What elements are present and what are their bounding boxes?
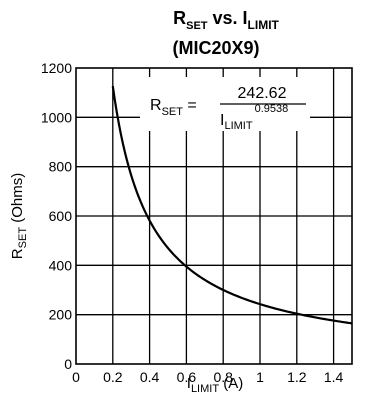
equation-den-i: I: [220, 112, 224, 129]
equation-lhs-sub: SET: [162, 106, 184, 118]
y-tick-label: 400: [49, 257, 73, 273]
title-r: R: [173, 8, 186, 28]
x-axis-label-i: I: [187, 375, 191, 392]
y-axis-label-sub: SET: [17, 227, 29, 249]
equation-equals: =: [183, 97, 197, 114]
equation-annotation: RSET = 242.62 ILIMIT0.9538: [150, 85, 306, 132]
x-tick-label: 0.6: [177, 369, 197, 385]
x-tick-label: 0: [72, 369, 80, 385]
title-i-sub: LIMIT: [248, 18, 280, 32]
equation-den-sub: LIMIT: [224, 120, 252, 132]
equation-numerator: 242.62: [238, 85, 287, 102]
equation-den-exp: 0.9538: [255, 103, 289, 115]
y-tick-label: 0: [64, 356, 72, 372]
chart-title-line1: RSET vs. ILIMIT: [173, 8, 279, 32]
title-r-sub: SET: [186, 20, 208, 32]
x-tick-label: 0.4: [140, 369, 160, 385]
y-tick-label: 600: [49, 208, 73, 224]
plot-frame: [75, 67, 353, 365]
y-axis-label: RSET (Ohms): [9, 173, 29, 259]
x-tick-labels: 0 0.2 0.4 0.6 0.8 1 1.2 1.4: [72, 369, 343, 385]
equation-denominator: ILIMIT0.9538: [220, 103, 288, 132]
x-tick-label: 0.2: [103, 369, 123, 385]
x-tick-label: 1: [256, 369, 264, 385]
x-axis-label-tail: (A): [219, 375, 243, 392]
y-axis-label-tail: (Ohms): [9, 173, 26, 227]
y-tick-label: 800: [49, 159, 73, 175]
equation-lhs-r: R: [150, 97, 162, 114]
y-tick-label: 200: [49, 307, 73, 323]
equation-lhs: RSET =: [150, 97, 197, 118]
title-mid: vs. I: [208, 8, 248, 28]
y-axis-label-r: R: [9, 248, 26, 259]
y-tick-label: 1000: [41, 109, 72, 125]
y-tick-label: 1200: [41, 60, 72, 76]
x-axis-label-sub: LIMIT: [191, 383, 219, 394]
x-tick-label: 1.4: [324, 369, 344, 385]
y-tick-labels: 0 200 400 600 800 1000 1200: [41, 60, 72, 372]
series-line-rset: [111, 86, 353, 325]
x-tick-label: 1.2: [287, 369, 307, 385]
x-tick-label: 0.8: [213, 369, 233, 385]
x-axis-label: ILIMIT (A): [187, 375, 243, 394]
chart-title-line2: (MIC20X9): [172, 38, 259, 58]
